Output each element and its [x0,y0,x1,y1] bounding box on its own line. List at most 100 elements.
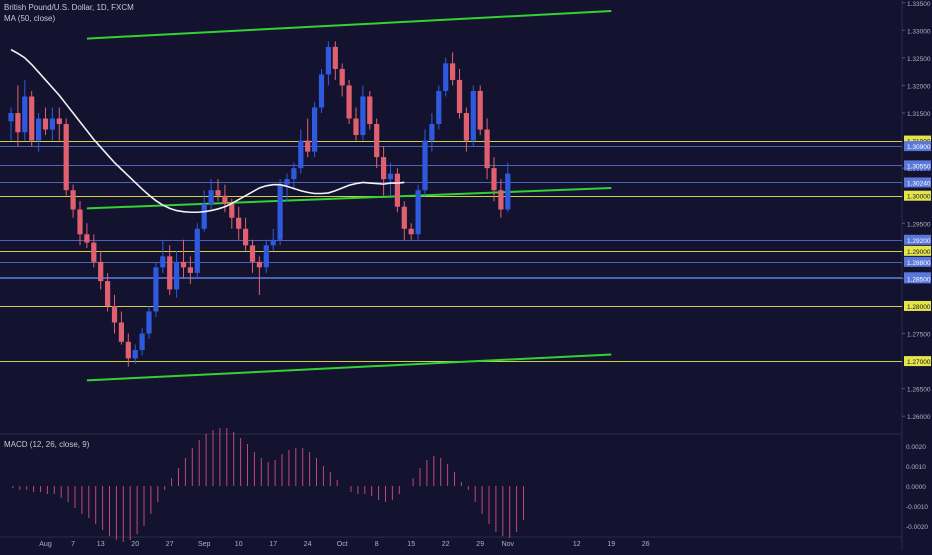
candle-body [394,173,400,207]
chart-title: British Pound/U.S. Dollar, 1D, FXCM [4,3,134,12]
candle-body [463,113,469,141]
candle-body [387,173,394,180]
price-level-label: 1.28000 [907,304,931,311]
candle-body [215,190,221,196]
ma-legend: MA (50, close) [4,14,56,23]
candle-body [443,63,449,91]
price-tick-label: 1.26000 [907,414,931,421]
time-tick-label: 17 [269,541,277,548]
candle-body [429,124,435,141]
candle-body [491,168,497,191]
price-tick-label: 1.27500 [907,332,931,339]
candle-body [236,217,242,229]
time-tick-label: 20 [131,541,139,548]
candle-body [139,333,145,351]
price-level-badge [904,234,931,245]
time-tick-label: Nov [502,541,515,548]
price-level-badge [904,177,931,188]
candle-body [42,118,49,130]
price-tick-label: 1.32000 [907,83,931,90]
price-level-label: 1.30240 [907,180,931,187]
price-level-label: 1.30550 [907,163,931,170]
time-tick-label: Aug [39,541,52,548]
ma-layer [10,48,405,214]
candle-body [305,140,311,152]
price-tick-label: 1.33000 [907,28,931,35]
price-level-label: 1.30900 [907,144,931,151]
candle-body [422,140,428,191]
candle-body [277,184,283,240]
candle-body [360,96,366,136]
time-tick-label: Sep [198,541,211,548]
price-level-label: 1.29200 [907,238,931,245]
time-tick-label: 15 [407,541,415,548]
candle-body [263,245,269,268]
candle-body [408,228,414,235]
candle-body [36,118,42,141]
candle-body [91,242,97,262]
candle-body [132,350,138,359]
macd-tick-label: 0.0020 [906,444,926,451]
price-level-badge [904,160,931,171]
candle-body [56,118,62,125]
candle-body [456,79,463,114]
trend-line [86,353,612,382]
candle-body [29,96,35,141]
time-tick-label: 13 [97,541,105,548]
candle-body [284,179,290,185]
price-level-badge [904,245,931,256]
time-tick-label: 26 [642,541,650,548]
candle-body [436,90,442,125]
candle-body [180,261,187,268]
candle-body [498,190,504,210]
candle-body [256,261,262,268]
time-tick-label: 29 [476,541,484,548]
macd-tick-label: 0.0000 [906,484,926,491]
moving-average-line [10,48,405,214]
price-level-badge [904,135,931,146]
trend-line [86,186,612,210]
time-tick-label: 12 [573,541,581,548]
candle-body [374,124,380,158]
candle-body [111,305,118,323]
price-level-badge [904,256,931,267]
grid-layer [0,0,903,550]
macd-tick-label: -0.0010 [906,504,928,511]
candle-body [63,124,69,191]
time-tick-label: Oct [337,541,348,548]
candle-body [15,113,21,133]
candle-body [98,261,104,282]
candle-body [505,173,511,210]
candle-body [450,63,456,80]
candle-body [243,228,249,246]
candle-body [146,311,152,334]
candle-body [298,140,304,169]
price-tick-label: 1.26500 [907,387,931,394]
candle-body [484,129,490,169]
candle-body [381,157,387,180]
price-level-label: 1.28500 [907,276,931,283]
trend-lines-layer [86,10,612,382]
price-level-badge [904,190,931,201]
price-tick-label: 1.29500 [907,221,931,228]
candle-body [174,261,180,290]
candle-body [332,46,338,69]
candle-body [208,190,214,204]
candle-body [187,267,193,273]
candle-body [49,118,55,130]
candle-body [325,46,331,75]
price-level-badge [904,273,931,284]
price-level-badge [904,356,931,367]
macd-legend: MACD (12, 26, close, 9) [4,440,90,449]
time-tick-label: 7 [71,541,75,548]
price-level-badge [904,300,931,311]
candle-body [401,206,407,229]
candle-body [346,85,352,119]
candle-body [77,209,83,235]
candle-body [201,203,207,229]
candle-body [125,341,131,359]
macd-tick-label: 0.0010 [906,464,926,471]
price-tick-label: 1.31500 [907,111,931,118]
